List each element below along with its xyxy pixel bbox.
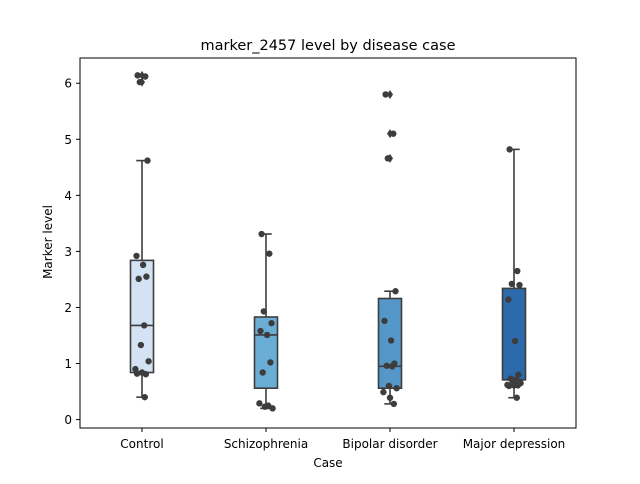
- x-tick-label: Bipolar disorder: [342, 437, 437, 451]
- data-point: [269, 405, 276, 412]
- y-tick-label: 2: [64, 301, 72, 315]
- data-point: [137, 341, 145, 349]
- data-point: [259, 369, 266, 376]
- data-point: [268, 319, 275, 327]
- data-point: [139, 261, 147, 269]
- data-point: [143, 273, 150, 280]
- y-tick-label: 1: [64, 357, 72, 371]
- data-point: [134, 72, 141, 79]
- data-point: [136, 78, 143, 86]
- data-point: [257, 327, 264, 335]
- data-point: [387, 337, 395, 344]
- data-point: [258, 230, 265, 238]
- plot-frame: [79, 57, 577, 429]
- data-point: [389, 363, 396, 370]
- data-point: [263, 331, 271, 339]
- data-point: [508, 280, 515, 288]
- data-point: [141, 322, 148, 329]
- data-point: [266, 250, 273, 257]
- data-point: [390, 130, 397, 137]
- y-tick-label: 4: [64, 189, 72, 203]
- plot-area: 0 1 2 3 4 5 6 Control Schizophrenia Bipolar disor…: [64, 70, 566, 451]
- data-point: [386, 394, 394, 401]
- data-point: [141, 393, 148, 401]
- data-point: [145, 358, 152, 365]
- data-point: [515, 371, 522, 378]
- data-point: [261, 403, 269, 410]
- y-tick-label: 3: [64, 245, 72, 259]
- data-point: [133, 252, 140, 260]
- box: [253, 316, 279, 389]
- data-point: [514, 382, 522, 389]
- data-point: [382, 91, 389, 98]
- data-point: [506, 146, 513, 153]
- data-point: [516, 281, 523, 289]
- data-point: [511, 337, 519, 345]
- y-tick-label: 6: [64, 77, 72, 91]
- data-point: [385, 382, 393, 390]
- data-point: [260, 308, 267, 315]
- box: [129, 259, 155, 374]
- data-point: [505, 382, 513, 390]
- data-point: [514, 267, 521, 275]
- data-point: [133, 370, 141, 377]
- data-point: [142, 73, 149, 80]
- y-axis-label: Marker level: [41, 205, 55, 279]
- data-point: [513, 394, 520, 401]
- y-tick-label: 0: [64, 413, 72, 427]
- data-point: [390, 400, 398, 408]
- data-point: [381, 317, 388, 325]
- data-point: [383, 362, 390, 369]
- x-axis-label: Case: [313, 456, 342, 470]
- data-point: [144, 157, 151, 164]
- outlier-marker: [387, 89, 393, 99]
- data-point: [142, 370, 150, 378]
- chart-title: marker_2457 level by disease case: [201, 38, 456, 54]
- box: [501, 287, 527, 381]
- x-tick-label: Major depression: [463, 437, 566, 451]
- data-point: [256, 400, 263, 407]
- data-point: [393, 384, 400, 392]
- data-point: [267, 359, 274, 366]
- data-point: [380, 388, 387, 396]
- data-point: [392, 288, 399, 295]
- y-tick-label: 5: [64, 133, 72, 147]
- x-tick-label: Control: [120, 437, 163, 451]
- x-tick-label: Schizophrenia: [224, 437, 308, 451]
- data-point: [384, 155, 391, 162]
- data-point: [505, 296, 512, 303]
- data-point: [135, 275, 142, 283]
